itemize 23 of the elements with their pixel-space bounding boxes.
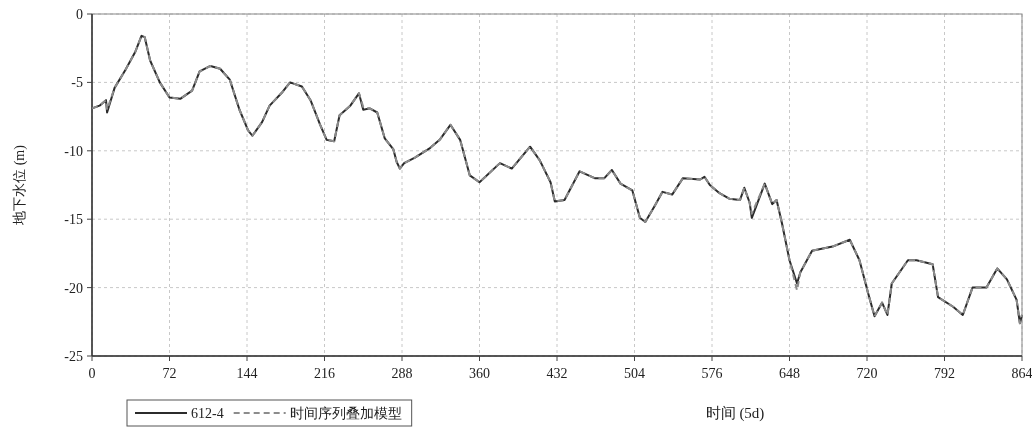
y-tick-label: -5 [71, 75, 83, 91]
y-tick-label: -20 [64, 280, 83, 296]
x-axis-title: 时间 (5d) [705, 405, 765, 422]
x-tick-label: 144 [236, 366, 258, 381]
x-tick-label: 576 [701, 366, 723, 381]
y-axis-title: 地下水位 (m) [12, 144, 28, 226]
x-tick-label: 504 [624, 366, 645, 381]
y-tick-label: -10 [64, 143, 83, 159]
x-tick-label: 864 [1011, 366, 1032, 381]
y-tick-label: 0 [76, 7, 83, 22]
y-tick-label: -25 [64, 349, 83, 364]
legend-label: 时间序列叠加模型 [289, 406, 402, 421]
x-tick-label: 432 [546, 366, 568, 381]
x-tick-label: 216 [314, 366, 335, 381]
x-tick-label: 288 [391, 366, 413, 381]
x-tick-label: 720 [856, 366, 878, 381]
y-tick-label: -15 [64, 212, 83, 228]
x-tick-label: 792 [934, 366, 955, 381]
x-tick-label: 648 [779, 366, 800, 381]
x-tick-label: 360 [469, 366, 490, 381]
legend-label: 612-4 [191, 406, 224, 421]
x-tick-label: 0 [88, 366, 96, 381]
x-tick-label: 72 [162, 366, 177, 381]
